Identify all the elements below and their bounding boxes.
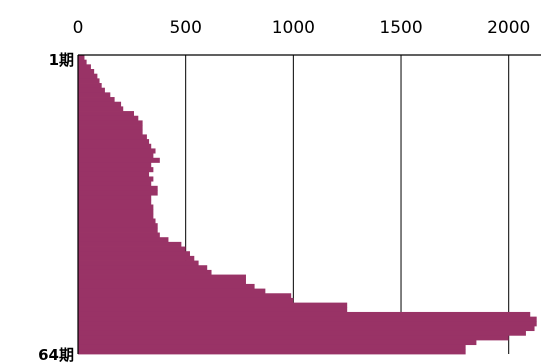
bar — [78, 125, 143, 131]
bar — [78, 209, 154, 215]
x-tick-labels: 0 500 1000 1500 2000 — [73, 18, 531, 38]
bar — [78, 251, 190, 257]
axes — [77, 54, 541, 354]
bar — [78, 307, 348, 313]
bar — [78, 339, 477, 346]
bar — [78, 213, 154, 219]
bars — [78, 55, 537, 355]
bar — [78, 330, 526, 336]
bar — [78, 106, 124, 112]
bar — [78, 195, 152, 201]
x-tick-label: 0 — [73, 18, 84, 38]
bar — [78, 321, 537, 327]
bar — [78, 171, 150, 177]
bar — [78, 302, 348, 308]
x-tick-label: 500 — [169, 18, 201, 38]
bar — [78, 274, 246, 280]
bar — [78, 176, 154, 182]
bar — [78, 335, 509, 341]
bar — [78, 218, 156, 224]
bar — [78, 227, 158, 233]
bar — [78, 87, 105, 93]
bar — [78, 255, 195, 261]
bar — [78, 55, 85, 61]
bar — [78, 279, 246, 285]
x-tick-label: 1000 — [272, 18, 315, 38]
bar — [78, 293, 292, 299]
bar — [78, 64, 91, 70]
bar — [78, 148, 156, 154]
bar — [78, 101, 122, 107]
bar — [78, 316, 537, 322]
bar — [78, 265, 208, 271]
bar — [78, 288, 266, 294]
bar — [78, 241, 182, 247]
bar — [78, 115, 139, 121]
bar — [78, 129, 143, 135]
bar — [78, 237, 169, 243]
bar — [78, 185, 158, 191]
bar — [78, 139, 150, 145]
bar — [78, 157, 160, 163]
bar — [78, 120, 143, 126]
bar — [78, 162, 152, 168]
bar — [78, 260, 199, 266]
bar — [78, 349, 466, 355]
bar — [78, 83, 102, 89]
x-tick-label: 1500 — [379, 18, 422, 38]
bar — [78, 143, 152, 149]
bar — [78, 167, 154, 173]
bar — [78, 325, 535, 332]
bar — [78, 111, 134, 117]
x-tick-label: 2000 — [487, 18, 530, 38]
bar — [78, 153, 154, 159]
bar — [78, 92, 111, 98]
category-label-last: 64期 — [38, 346, 74, 363]
bar — [78, 232, 160, 238]
bar — [78, 78, 100, 84]
bar — [78, 204, 154, 210]
bar — [78, 283, 255, 289]
category-label-first: 1期 — [49, 51, 74, 69]
category-labels: 1期 64期 — [38, 51, 74, 363]
bar — [78, 297, 294, 304]
bar — [78, 311, 531, 318]
bar — [78, 199, 152, 205]
bar — [78, 246, 186, 252]
bar — [78, 97, 115, 103]
bar — [78, 344, 466, 350]
bar — [78, 269, 212, 275]
bar — [78, 59, 87, 65]
bar — [78, 190, 158, 196]
bar — [78, 73, 98, 79]
bar — [78, 134, 147, 140]
bar — [78, 69, 95, 75]
bar — [78, 223, 158, 229]
bar — [78, 181, 152, 187]
